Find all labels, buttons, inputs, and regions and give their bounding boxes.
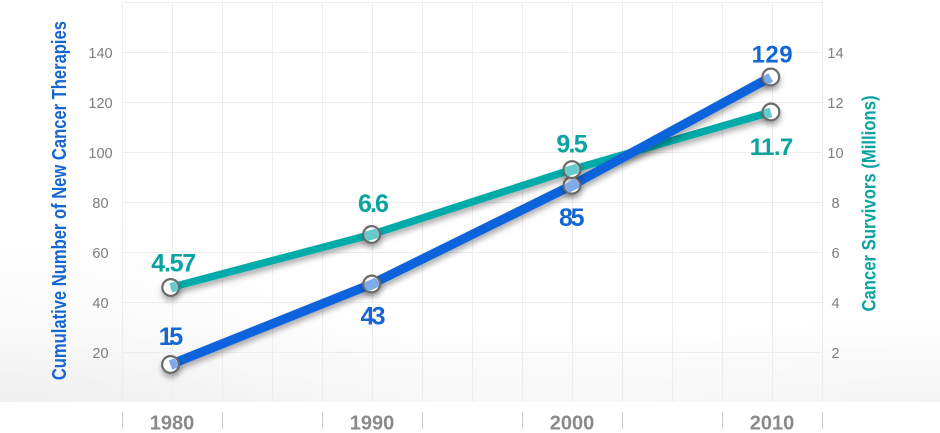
svg-text:140: 140 [88,46,112,62]
svg-text:15: 15 [159,323,183,351]
svg-text:6: 6 [831,246,839,262]
svg-text:12: 12 [827,96,843,112]
svg-text:2010: 2010 [750,413,795,433]
svg-text:4: 4 [831,296,839,312]
svg-text:Cancer Survivors (Millions): Cancer Survivors (Millions) [859,95,880,311]
svg-text:120: 120 [88,96,112,112]
svg-text:43: 43 [361,303,386,331]
svg-text:8: 8 [831,196,839,212]
svg-text:20: 20 [92,346,108,362]
svg-text:2000: 2000 [550,413,595,433]
svg-text:Cumulative Number of New Cance: Cumulative Number of New Cancer Therapie… [47,21,70,380]
svg-text:11.7: 11.7 [750,134,794,161]
svg-text:9.5: 9.5 [556,130,587,158]
svg-text:85: 85 [559,204,585,232]
svg-text:1990: 1990 [350,413,395,433]
svg-text:1980: 1980 [150,413,195,433]
svg-text:80: 80 [92,196,108,212]
svg-text:40: 40 [92,296,108,312]
svg-text:2: 2 [831,346,839,362]
svg-text:100: 100 [88,146,112,162]
svg-text:10: 10 [827,146,843,162]
svg-text:60: 60 [92,246,108,262]
svg-text:14: 14 [827,46,843,62]
svg-text:129: 129 [752,42,793,69]
svg-text:4.57: 4.57 [151,250,196,278]
svg-text:6.6: 6.6 [358,190,389,218]
